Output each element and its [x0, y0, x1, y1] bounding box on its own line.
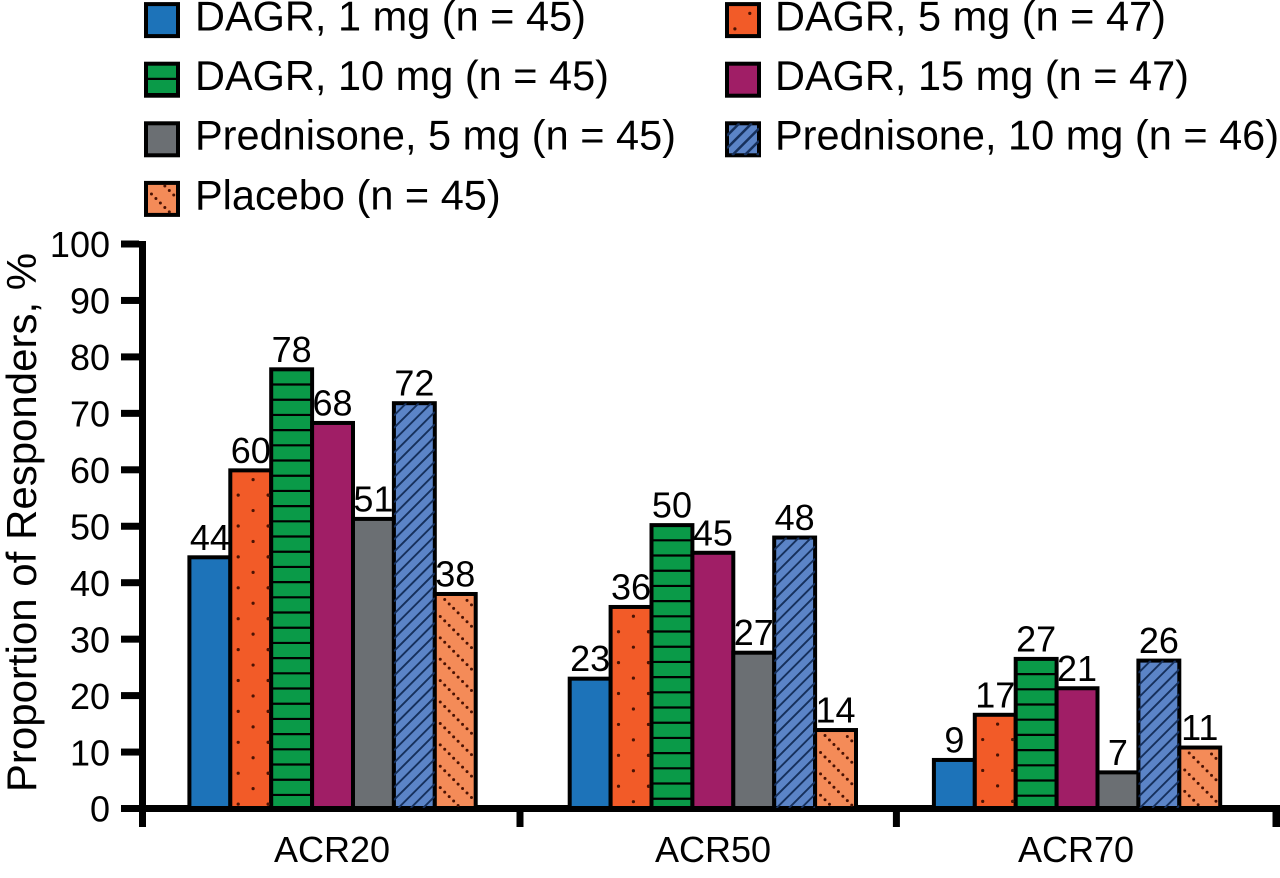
- svg-text:20: 20: [70, 676, 110, 717]
- svg-text:ACR50: ACR50: [655, 829, 771, 870]
- svg-text:27: 27: [1016, 618, 1056, 659]
- svg-text:14: 14: [816, 690, 856, 731]
- svg-text:17: 17: [975, 674, 1015, 715]
- svg-text:Placebo (n = 45): Placebo (n = 45): [195, 171, 501, 218]
- svg-text:80: 80: [70, 337, 110, 378]
- svg-text:68: 68: [313, 382, 353, 423]
- svg-text:50: 50: [652, 485, 692, 526]
- svg-text:Proportion of Responders, %: Proportion of Responders, %: [0, 253, 45, 792]
- svg-text:23: 23: [570, 638, 610, 679]
- svg-text:38: 38: [435, 553, 475, 594]
- svg-text:DAGR, 15 mg (n = 47): DAGR, 15 mg (n = 47): [775, 52, 1189, 99]
- svg-text:51: 51: [353, 478, 393, 519]
- svg-text:26: 26: [1139, 620, 1179, 661]
- svg-text:90: 90: [70, 281, 110, 322]
- svg-text:7: 7: [1108, 732, 1128, 773]
- svg-text:40: 40: [70, 563, 110, 604]
- svg-text:DAGR, 10 mg (n = 45): DAGR, 10 mg (n = 45): [195, 52, 609, 99]
- svg-text:45: 45: [693, 512, 733, 553]
- svg-text:11: 11: [1181, 707, 1218, 748]
- svg-text:60: 60: [231, 430, 271, 471]
- svg-text:100: 100: [50, 224, 110, 265]
- svg-text:DAGR, 5 mg (n = 47): DAGR, 5 mg (n = 47): [775, 0, 1166, 40]
- svg-text:30: 30: [70, 619, 110, 660]
- svg-text:9: 9: [944, 719, 964, 760]
- svg-text:27: 27: [734, 612, 774, 653]
- svg-text:0: 0: [90, 789, 110, 830]
- svg-text:72: 72: [394, 363, 434, 404]
- svg-text:36: 36: [611, 566, 651, 607]
- svg-text:78: 78: [272, 329, 312, 370]
- svg-text:48: 48: [775, 497, 815, 538]
- svg-text:Prednisone, 10 mg (n = 46): Prednisone, 10 mg (n = 46): [775, 112, 1279, 159]
- svg-text:44: 44: [190, 517, 230, 558]
- svg-text:ACR20: ACR20: [274, 829, 390, 870]
- svg-text:60: 60: [70, 450, 110, 491]
- svg-text:DAGR, 1 mg (n = 45): DAGR, 1 mg (n = 45): [195, 0, 586, 40]
- svg-text:ACR70: ACR70: [1018, 829, 1134, 870]
- svg-text:70: 70: [70, 394, 110, 435]
- svg-text:10: 10: [70, 732, 110, 773]
- svg-text:Prednisone, 5 mg (n = 45): Prednisone, 5 mg (n = 45): [195, 112, 676, 159]
- svg-text:50: 50: [70, 506, 110, 547]
- svg-text:21: 21: [1057, 648, 1097, 689]
